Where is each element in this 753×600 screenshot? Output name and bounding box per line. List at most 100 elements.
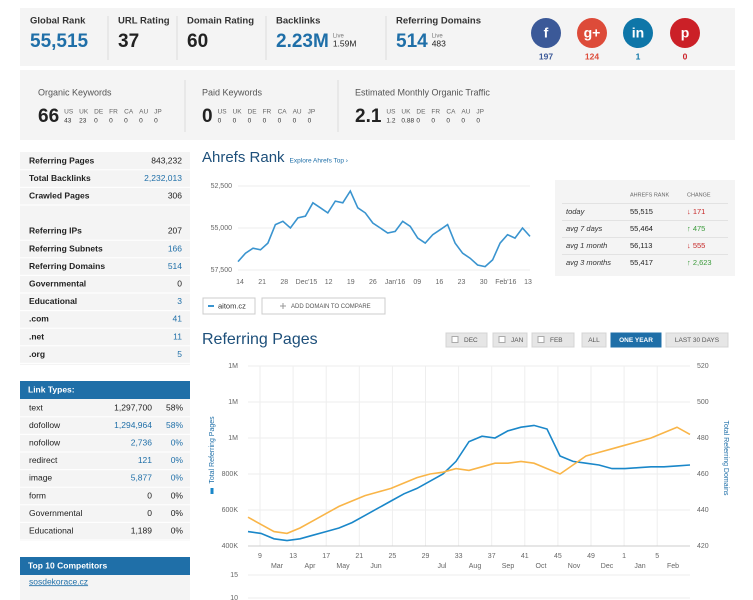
country-code: UK: [79, 109, 89, 116]
stat-value[interactable]: 11: [173, 331, 182, 341]
y-tick-label: 1M: [228, 435, 238, 442]
stat-value[interactable]: 514: [168, 261, 182, 271]
y2-tick-label: 480: [697, 435, 709, 442]
y2-tick-label: 520: [697, 363, 709, 370]
country-code: US: [64, 109, 74, 116]
x-month-label: Jun: [370, 563, 381, 570]
country-code: UK: [233, 109, 243, 116]
competitors-header: [20, 557, 190, 575]
country-count: 0: [233, 118, 237, 125]
country-code: DE: [248, 109, 258, 116]
metric-value[interactable]: 2.23M: [276, 31, 329, 52]
x-month-label: Aug: [469, 563, 482, 570]
x-month-label: Sep: [502, 563, 515, 570]
social-glyph: in: [632, 25, 644, 41]
social-count: 197: [539, 51, 553, 61]
link-type-label: Governmental: [29, 508, 82, 518]
stat-value[interactable]: 41: [173, 314, 183, 324]
keywords-panel: [20, 70, 735, 140]
link-type-label: redirect: [29, 455, 58, 465]
social-icon[interactable]: [577, 18, 607, 48]
rank-value: 55,515: [630, 207, 653, 216]
section-title: Top 10 Competitors: [28, 560, 107, 570]
range-button[interactable]: [581, 332, 607, 348]
link-type-count: 0: [147, 508, 152, 518]
series-line: [247, 424, 691, 542]
checkbox[interactable]: [451, 336, 459, 343]
stat-value[interactable]: 2,232,013: [144, 173, 182, 183]
link-types-header: [20, 381, 190, 399]
keyword-value: 2.1: [355, 106, 382, 127]
y-tick-label: 52,500: [211, 183, 233, 190]
stat-value: 306: [168, 190, 182, 200]
link-type-pct: 0%: [171, 508, 184, 518]
country-code: FR: [431, 109, 440, 116]
social-icon[interactable]: [531, 18, 561, 48]
stat-value[interactable]: 166: [168, 243, 182, 253]
stat-value[interactable]: 5: [177, 349, 182, 359]
checkbox[interactable]: [537, 336, 545, 343]
competitor-link[interactable]: sosdekorace.cz: [29, 576, 88, 586]
x-tick-label: Dec'15: [296, 279, 318, 286]
link-type-label: dofollow: [29, 420, 61, 430]
add-domain-button[interactable]: [261, 297, 386, 315]
metric-label: Referring Domains: [396, 16, 481, 27]
stat-value: 843,232: [151, 155, 182, 165]
y2-tick-label: 440: [697, 507, 709, 514]
button-label: FEB: [550, 337, 563, 344]
link-type-count[interactable]: 2,736: [131, 437, 153, 447]
rank-change: ↓ 555: [687, 241, 705, 250]
rank-change: ↑ 475: [687, 224, 705, 233]
y2-tick-label: 420: [697, 543, 709, 550]
social-icon[interactable]: [670, 18, 700, 48]
link-type-pct: 58%: [166, 402, 183, 412]
x-tick-label: 12: [325, 279, 333, 286]
country-count: 0: [476, 118, 480, 125]
y-tick-label: 1M: [228, 363, 238, 370]
link-type-label: nofollow: [29, 437, 61, 447]
x-tick-label: 29: [422, 553, 430, 560]
explore-link[interactable]: Explore Ahrefs Top ›: [290, 158, 348, 165]
range-button[interactable]: [665, 332, 729, 348]
metric-value[interactable]: 55,515: [30, 31, 89, 52]
stat-label: Referring Domains: [29, 261, 105, 271]
live-label: Live: [333, 34, 345, 40]
y-tick-label: 10: [230, 595, 238, 600]
link-type-label: Educational: [29, 525, 74, 535]
country-count: 43: [64, 118, 72, 125]
competitors-panel: [20, 575, 190, 600]
table-header: AHREFS RANK: [630, 192, 669, 198]
button-label: DEC: [464, 337, 478, 344]
stat-label: Referring IPs: [29, 226, 82, 236]
social-glyph: p: [681, 25, 690, 41]
y-tick-label: 600K: [222, 507, 239, 514]
country-code: JP: [476, 109, 484, 116]
country-count: 0: [94, 118, 98, 125]
link-type-count: 0: [147, 490, 152, 500]
live-label: Live: [432, 34, 444, 40]
x-tick-label: 19: [347, 279, 355, 286]
social-count: 124: [585, 51, 599, 61]
rank-value: 55,417: [630, 258, 653, 267]
x-month-label: Apr: [305, 563, 317, 570]
social-count: 0: [683, 51, 688, 61]
stat-label: Referring Pages: [29, 155, 94, 165]
rank-value: 56,113: [630, 241, 652, 250]
checkbox[interactable]: [498, 336, 506, 343]
stat-value[interactable]: 3: [177, 296, 182, 306]
country-code: JP: [308, 109, 316, 116]
x-month-label: Mar: [271, 563, 284, 570]
link-type-count[interactable]: 5,877: [131, 473, 153, 483]
link-type-pct: 0%: [171, 525, 184, 535]
country-code: US: [386, 109, 396, 116]
stat-label: Total Backlinks: [29, 173, 91, 183]
metric-value[interactable]: 514: [396, 31, 428, 52]
link-type-label: image: [29, 473, 52, 483]
stat-label: .net: [29, 331, 44, 341]
link-type-count[interactable]: 1,294,964: [114, 420, 152, 430]
x-tick-label: 21: [258, 279, 266, 286]
x-tick-label: 30: [480, 279, 488, 286]
range-button[interactable]: [610, 332, 662, 348]
link-type-count[interactable]: 121: [138, 455, 152, 465]
social-icon[interactable]: [623, 18, 653, 48]
